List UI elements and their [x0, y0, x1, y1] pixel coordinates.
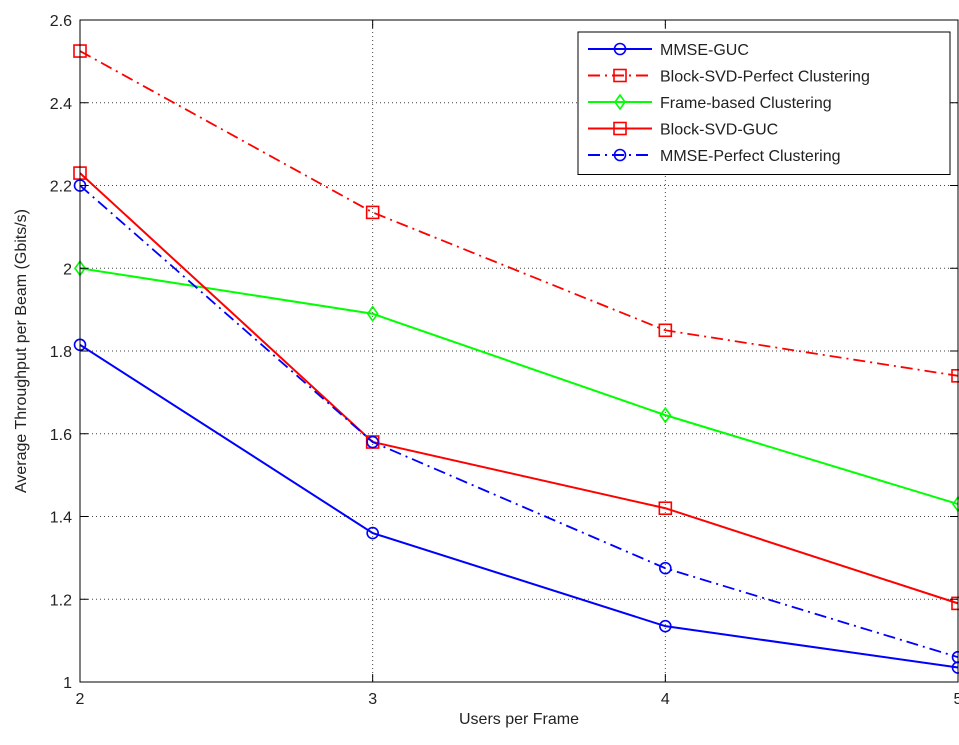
data-point-3-2: [658, 501, 673, 516]
x-tick-label: 2: [76, 691, 85, 708]
x-axis-label: Users per Frame: [459, 711, 579, 728]
y-tick-label: 2.6: [50, 13, 72, 30]
y-axis-label: Average Throughput per Beam (Gbits/s): [13, 209, 30, 493]
legend-swatch-marker: [613, 121, 627, 136]
series-lines: [79, 50, 959, 669]
y-tick-label: 2: [63, 261, 72, 278]
y-tick-label: 1.4: [50, 510, 72, 527]
legend-swatch-marker: [614, 93, 626, 111]
legend-entry-label: Block-SVD-Perfect Clustering: [660, 69, 870, 86]
x-tick-label: 5: [954, 691, 959, 708]
y-tick-label: 1: [63, 675, 72, 692]
data-point-0-1: [366, 526, 379, 540]
data-point-0-2: [659, 619, 672, 633]
y-tick-label: 1.8: [50, 344, 72, 361]
legend-entry-label: Frame-based Clustering: [660, 95, 832, 112]
tick-labels: 2 3 4 5 1 1.2 1.4 1.6 1.8 2 2.2 2.4 2.6: [50, 13, 959, 708]
series-line-2: [79, 267, 959, 506]
y-tick-label: 1.6: [50, 427, 72, 444]
data-point-2-2: [659, 406, 672, 424]
legend: MMSE-GUC Block-SVD-Perfect Clustering Fram…: [577, 31, 951, 175]
x-tick-label: 3: [368, 691, 377, 708]
axis-ticks: [79, 19, 959, 683]
legend-entry-label: MMSE-Perfect Clustering: [660, 148, 841, 165]
series-line-3: [79, 172, 959, 605]
y-tick-label: 2.4: [50, 96, 72, 113]
series-line-1: [79, 50, 959, 377]
legend-swatch-marker: [613, 42, 627, 56]
data-point-2-1: [366, 305, 379, 323]
x-tick-label: 4: [661, 691, 670, 708]
y-tick-label: 2.2: [50, 179, 72, 196]
legend-box: [577, 31, 951, 175]
legend-swatch-marker: [613, 68, 627, 83]
legend-entry-label: Block-SVD-GUC: [660, 122, 778, 139]
series-line-4: [79, 184, 959, 659]
data-point-4-1: [366, 435, 379, 449]
legend-swatch-marker: [613, 148, 627, 162]
data-point-1-2: [658, 323, 673, 338]
series-line-0: [79, 343, 959, 669]
data-point-4-2: [659, 561, 672, 575]
data-point-1-1: [365, 205, 380, 220]
legend-entry-label: MMSE-GUC: [660, 42, 749, 59]
y-tick-label: 1.2: [50, 592, 72, 609]
